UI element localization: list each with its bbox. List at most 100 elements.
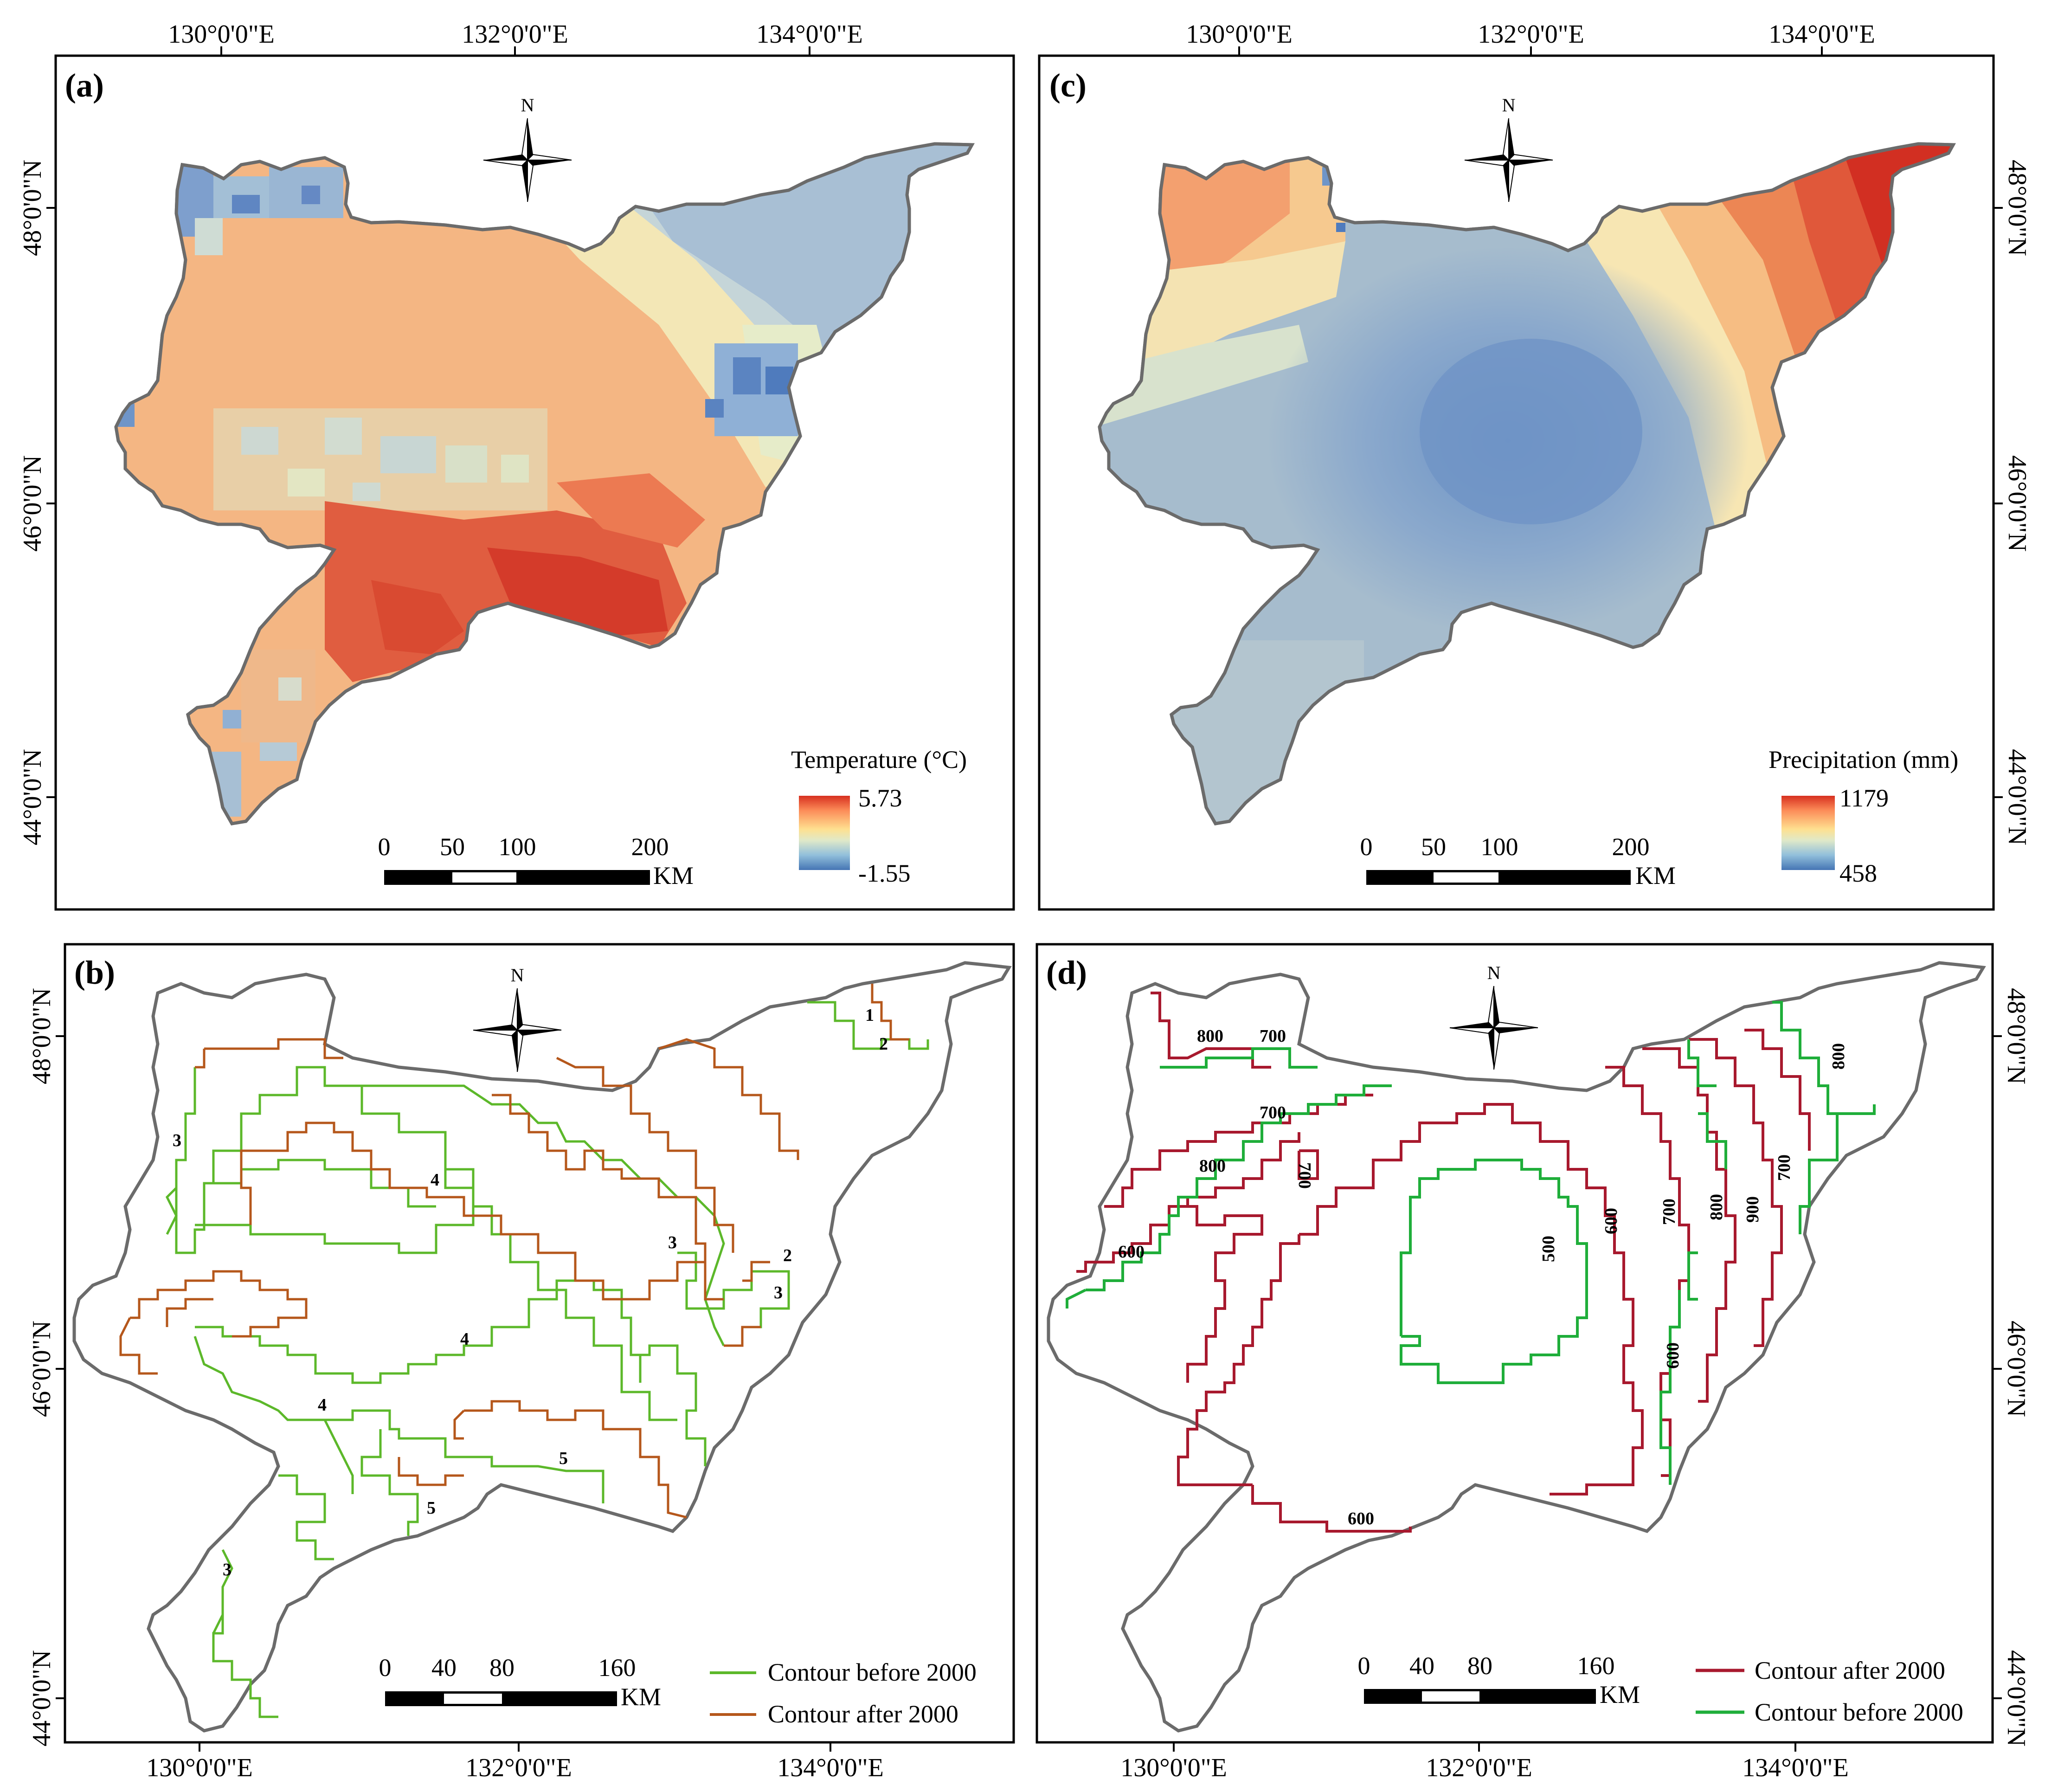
panel-c-legend-max: 1179 bbox=[1839, 784, 1889, 812]
panel-c-scale-unit: KM bbox=[1635, 862, 1676, 890]
panel-b-legend-label-before: Contour before 2000 bbox=[768, 1658, 977, 1686]
panel-b-contour-label-2: 3 bbox=[173, 1131, 181, 1150]
panel-b-scale-tick-3: 160 bbox=[598, 1654, 636, 1682]
panel-d-lat-label-0: 48°0'0"N bbox=[2002, 988, 2031, 1084]
panel-c-scale-bar: 0 50 100 200 KM bbox=[1360, 833, 1676, 890]
panel-b-contour-label-5: 2 bbox=[783, 1246, 792, 1265]
panel-d-contour-label-12: 800 bbox=[1829, 1043, 1848, 1070]
panel-d-label: (d) bbox=[1046, 954, 1087, 991]
panel-c-scale-tick-3: 200 bbox=[1612, 833, 1650, 861]
panel-d-scale-tick-2: 80 bbox=[1467, 1652, 1492, 1680]
panel-b-contours-after-2000 bbox=[119, 984, 909, 1519]
panel-d-lon-label-2: 134°0'0"E bbox=[1742, 1753, 1849, 1782]
panel-a-legend: Temperature (°C) 5.73 -1.55 bbox=[791, 746, 967, 887]
panel-d-legend-label-before: Contour before 2000 bbox=[1755, 1698, 1963, 1726]
panel-c: 130°0'0"E 132°0'0"E 134°0'0"E 48°0'0"N 4… bbox=[1038, 20, 2032, 911]
panel-b-lon-label-2: 134°0'0"E bbox=[777, 1753, 884, 1782]
panel-b-north-arrow: N bbox=[473, 965, 562, 1072]
panel-c-legend-title: Precipitation (mm) bbox=[1768, 746, 1958, 774]
panel-d-contour-label-2: 700 bbox=[1260, 1103, 1286, 1122]
panel-b-legend-label-after: Contour after 2000 bbox=[768, 1700, 958, 1728]
panel-a-lon-label-0: 130°0'0"E bbox=[168, 20, 275, 49]
panel-d-contour-label-14: 600 bbox=[1348, 1509, 1374, 1528]
panel-d-north-label: N bbox=[1487, 962, 1501, 983]
panel-d-contour-labels: 800 700 700 700 800 600 500 600 700 800 … bbox=[1118, 1026, 1848, 1528]
panel-b-basin-outline bbox=[72, 961, 1012, 1733]
panel-a-legend-ramp bbox=[799, 796, 850, 870]
panel-d-legend: Contour after 2000 Contour before 2000 bbox=[1696, 1657, 1963, 1726]
panel-d-contour-label-3: 700 bbox=[1295, 1162, 1314, 1189]
panel-d-north-arrow: N bbox=[1449, 962, 1538, 1070]
panel-b-contour-label-6: 3 bbox=[774, 1283, 783, 1302]
panel-d-lon-label-1: 132°0'0"E bbox=[1426, 1753, 1532, 1782]
panel-d-scale-tick-0: 0 bbox=[1358, 1652, 1370, 1680]
panel-d-scale-bar: 0 40 80 160 KM bbox=[1358, 1652, 1640, 1708]
panel-a-legend-min: -1.55 bbox=[858, 859, 910, 887]
panel-d-contour-label-10: 900 bbox=[1743, 1196, 1762, 1223]
panel-d-scale-tick-1: 40 bbox=[1409, 1652, 1434, 1680]
panel-a-lat-label-1: 46°0'0"N bbox=[18, 455, 47, 552]
panel-a-label: (a) bbox=[65, 67, 104, 104]
panel-d-lat-label-1: 46°0'0"N bbox=[2002, 1321, 2031, 1417]
panel-d-legend-label-after: Contour after 2000 bbox=[1755, 1657, 1945, 1684]
panel-b-lat-label-1: 46°0'0"N bbox=[27, 1321, 56, 1417]
panel-c-lat-label-2: 44°0'0"N bbox=[2003, 749, 2032, 845]
panel-b-scale-tick-2: 80 bbox=[489, 1654, 514, 1682]
panel-b-north-label: N bbox=[511, 965, 524, 986]
panel-a-lat-label-0: 48°0'0"N bbox=[18, 160, 47, 256]
panel-d-contour-label-5: 600 bbox=[1118, 1242, 1145, 1262]
panel-b-label: (b) bbox=[74, 954, 115, 991]
panel-b-contour-label-7: 4 bbox=[460, 1329, 469, 1349]
panel-b-scale-unit: KM bbox=[621, 1683, 661, 1711]
panel-d-lon-label-0: 130°0'0"E bbox=[1120, 1753, 1227, 1782]
panel-c-lon-label-2: 134°0'0"E bbox=[1768, 20, 1875, 49]
panel-a-scale-tick-0: 0 bbox=[378, 833, 391, 861]
panel-d-scale-unit: KM bbox=[1600, 1681, 1640, 1708]
panel-d-lat-label-2: 44°0'0"N bbox=[2002, 1650, 2031, 1747]
panel-d-contour-label-13: 600 bbox=[1663, 1342, 1683, 1369]
panel-a-lat-label-2: 44°0'0"N bbox=[18, 749, 47, 845]
panel-c-legend-min: 458 bbox=[1839, 859, 1877, 887]
panel-d-contour-label-8: 700 bbox=[1659, 1199, 1679, 1225]
panel-c-lon-label-1: 132°0'0"E bbox=[1478, 20, 1584, 49]
panel-d-contour-label-9: 800 bbox=[1707, 1194, 1726, 1220]
panel-c-scale-tick-2: 100 bbox=[1481, 833, 1518, 861]
panel-b-legend: Contour before 2000 Contour after 2000 bbox=[710, 1658, 977, 1728]
panel-b-scale-tick-0: 0 bbox=[379, 1654, 392, 1682]
panel-a-legend-max: 5.73 bbox=[858, 784, 902, 812]
panel-a-scale-bar: 0 50 100 200 KM bbox=[378, 833, 694, 890]
panel-b: 130°0'0"E 132°0'0"E 134°0'0"E 48°0'0"N 4… bbox=[27, 943, 1015, 1782]
panel-c-north-arrow: N bbox=[1464, 95, 1553, 202]
panel-b-scale-bar: 0 40 80 160 KM bbox=[379, 1654, 662, 1711]
panel-b-contour-label-3: 4 bbox=[431, 1170, 439, 1190]
panel-d-contour-label-6: 500 bbox=[1539, 1236, 1558, 1262]
panel-b-contour-label-11: 3 bbox=[223, 1560, 232, 1579]
panel-b-contours-before-2000 bbox=[165, 1001, 929, 1718]
panel-b-contour-label-4: 3 bbox=[668, 1233, 677, 1252]
panel-b-lat-label-0: 48°0'0"N bbox=[27, 988, 56, 1084]
panel-d-contour-label-0: 800 bbox=[1197, 1026, 1223, 1046]
panel-d: 130°0'0"E 132°0'0"E 134°0'0"E 48°0'0"N 4… bbox=[1035, 943, 2031, 1782]
panel-b-lon-label-0: 130°0'0"E bbox=[146, 1753, 253, 1782]
panel-a-scale-tick-3: 200 bbox=[631, 833, 669, 861]
panel-c-legend: Precipitation (mm) 1179 458 bbox=[1768, 746, 1958, 887]
panel-d-basin-outline bbox=[1047, 961, 1986, 1733]
panel-b-lon-label-1: 132°0'0"E bbox=[465, 1753, 572, 1782]
panel-d-contour-label-11: 700 bbox=[1775, 1154, 1794, 1181]
panel-d-contour-label-7: 600 bbox=[1601, 1208, 1621, 1234]
panel-a-scale-tick-2: 100 bbox=[499, 833, 536, 861]
panel-a: 130°0'0"E 132°0'0"E 134°0'0"E 48°0'0"N 4… bbox=[18, 20, 1015, 911]
panel-d-contours-before-2000 bbox=[1066, 1001, 1876, 1485]
panel-d-contour-label-1: 700 bbox=[1260, 1026, 1286, 1046]
panel-c-north-label: N bbox=[1502, 95, 1516, 116]
panel-d-scale-tick-3: 160 bbox=[1577, 1652, 1615, 1680]
panel-c-legend-ramp bbox=[1781, 796, 1835, 870]
panel-b-scale-tick-1: 40 bbox=[431, 1654, 457, 1682]
panel-c-lon-label-0: 130°0'0"E bbox=[1186, 20, 1293, 49]
panel-a-lon-label-2: 134°0'0"E bbox=[756, 20, 863, 49]
panel-b-contour-label-0: 1 bbox=[865, 1006, 874, 1025]
panel-c-lat-label-0: 48°0'0"N bbox=[2003, 160, 2032, 256]
panel-d-contour-label-4: 800 bbox=[1199, 1156, 1226, 1176]
panel-b-contour-label-9: 5 bbox=[559, 1449, 568, 1468]
panel-c-scale-tick-0: 0 bbox=[1360, 833, 1373, 861]
